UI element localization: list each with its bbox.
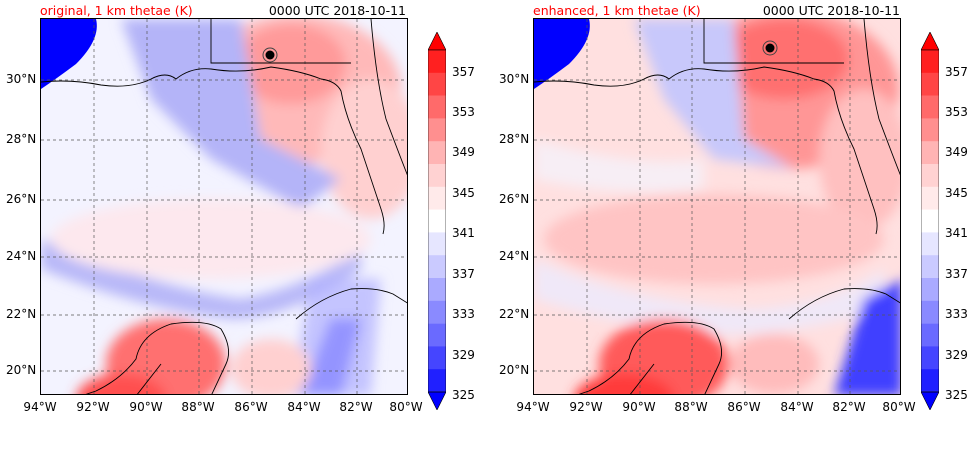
lon-label: 90°W [622, 400, 656, 414]
colorbar-band [921, 323, 939, 347]
colorbar-band [921, 209, 939, 233]
colorbar-tick: 349 [452, 145, 475, 159]
panel-timestamp: 0000 UTC 2018-10-11 [268, 3, 406, 18]
colorbar-tick: 349 [945, 145, 968, 159]
panel-title: enhanced, 1 km thetae (K) [533, 3, 701, 18]
lon-label: 86°W [234, 400, 268, 414]
lat-label: 20°N [499, 363, 530, 377]
lon-label: 94°W [23, 400, 57, 414]
colorbar-outline [428, 49, 446, 393]
colorbar-extend-max [428, 32, 446, 51]
colorbar-band [428, 118, 446, 142]
colorbar-band [921, 50, 939, 74]
colorbar-band [921, 232, 939, 256]
colorbar-band [428, 186, 446, 210]
lat-label: 20°N [6, 363, 37, 377]
lat-label: 28°N [6, 132, 37, 146]
colorbar-band [921, 300, 939, 324]
colorbar-band [428, 141, 446, 165]
storm-center-marker [265, 50, 275, 60]
colorbar-band [921, 186, 939, 210]
lon-label: 82°W [339, 400, 373, 414]
lat-label: 30°N [6, 72, 37, 86]
colorbar-band [428, 72, 446, 96]
colorbar-tick: 325 [945, 388, 968, 402]
colorbar-band [428, 164, 446, 188]
lat-label: 28°N [499, 132, 530, 146]
colorbar-tick: 353 [452, 105, 475, 119]
colorbar [921, 32, 939, 410]
colorbar-tick: 353 [945, 105, 968, 119]
colorbar-tick: 325 [452, 388, 475, 402]
colorbar-tick: 345 [452, 186, 475, 200]
colorbar-tick: 333 [945, 307, 968, 321]
lon-label: 90°W [129, 400, 163, 414]
colorbar [428, 32, 446, 410]
colorbar-band [428, 346, 446, 370]
colorbar-tick: 357 [945, 65, 968, 79]
colorbar-tick: 341 [452, 226, 475, 240]
colorbar-band [921, 118, 939, 142]
lon-label: 88°W [674, 400, 708, 414]
colorbar-tick: 341 [945, 226, 968, 240]
colorbar-tick: 329 [452, 348, 475, 362]
lon-label: 84°W [287, 400, 321, 414]
colorbar-band [921, 369, 939, 393]
colorbar-band [428, 278, 446, 302]
colorbar-band [428, 209, 446, 233]
colorbar-extend-min [428, 391, 446, 410]
colorbar-band [428, 323, 446, 347]
colorbar-extend-max [921, 32, 939, 51]
lon-label: 92°W [569, 400, 603, 414]
colorbar-tick: 357 [452, 65, 475, 79]
lat-label: 24°N [6, 249, 37, 263]
panel-timestamp: 0000 UTC 2018-10-11 [762, 3, 900, 18]
panel-title: original, 1 km thetae (K) [40, 3, 193, 18]
colorbar-extend-min [921, 391, 939, 410]
colorbar-band [921, 72, 939, 96]
colorbar-band [921, 141, 939, 165]
lat-label: 22°N [499, 307, 530, 321]
storm-center-marker [765, 43, 775, 53]
colorbar-tick: 333 [452, 307, 475, 321]
lon-label: 80°W [389, 400, 423, 414]
colorbar-outline [921, 49, 939, 393]
colorbar-tick: 337 [945, 267, 968, 281]
colorbar-band [428, 300, 446, 324]
lat-label: 22°N [6, 307, 37, 321]
colorbar-tick: 345 [945, 186, 968, 200]
lon-label: 80°W [882, 400, 916, 414]
lon-label: 84°W [780, 400, 814, 414]
colorbar-band [428, 95, 446, 119]
lon-label: 94°W [516, 400, 550, 414]
colorbar-tick: 337 [452, 267, 475, 281]
thetae-map-enhanced [533, 18, 901, 395]
colorbar-band [921, 255, 939, 279]
colorbar-band [428, 369, 446, 393]
lat-label: 26°N [6, 192, 37, 206]
colorbar-band [921, 95, 939, 119]
colorbar-band [921, 164, 939, 188]
colorbar-band [428, 255, 446, 279]
lon-label: 82°W [832, 400, 866, 414]
colorbar-band [428, 50, 446, 74]
left-panel: original, 1 km thetae (K) 0000 UTC 2018-… [6, 3, 475, 414]
colorbar-band [428, 232, 446, 256]
right-panel: enhanced, 1 km thetae (K) 0000 UTC 2018-… [493, 0, 972, 449]
lon-label: 92°W [76, 400, 110, 414]
lat-label: 30°N [499, 72, 530, 86]
lon-label: 88°W [181, 400, 215, 414]
colorbar-band [921, 346, 939, 370]
colorbar-tick: 329 [945, 348, 968, 362]
lat-label: 26°N [499, 192, 530, 206]
lat-label: 24°N [499, 249, 530, 263]
colorbar-band [921, 278, 939, 302]
thetae-map-original [40, 18, 408, 395]
lon-label: 86°W [727, 400, 761, 414]
